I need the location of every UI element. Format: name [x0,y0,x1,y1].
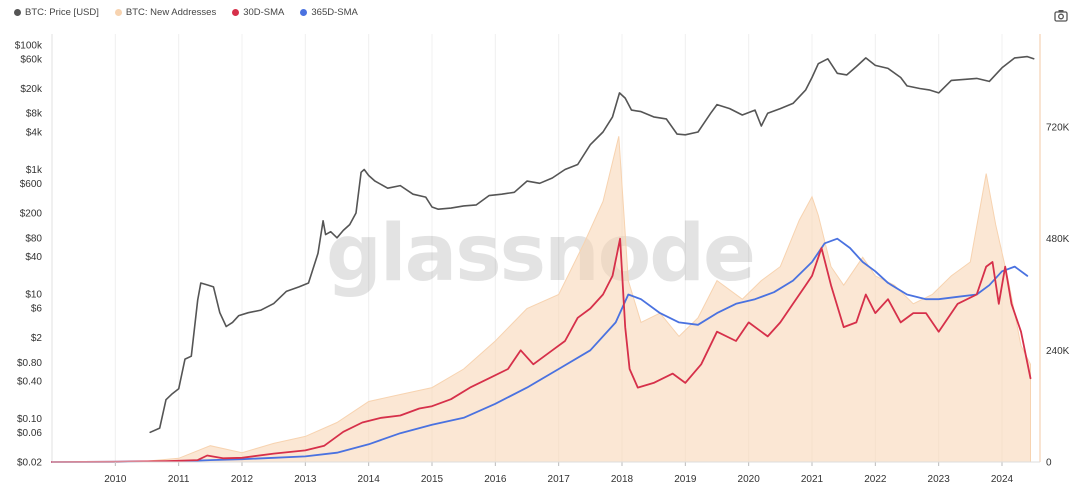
series-365d-sma-line [51,237,1029,463]
y-left-tick-label: $600 [20,179,43,190]
watermark-text: glassnode [326,209,754,299]
x-tick-label: 2018 [611,474,634,485]
y-left-tick-label: $2 [31,333,43,344]
y-right-tick-label: 480K [1046,234,1070,245]
x-tick-label: 2023 [928,474,951,485]
y-left-tick-label: $10 [25,289,42,300]
x-tick-label: 2016 [484,474,507,485]
legend-label-price: BTC: Price [USD] [25,7,99,18]
y-left-tick-label: $4k [26,127,43,138]
y-left-tick-label: $0.06 [17,428,42,439]
series-30d-sma-line [51,237,1032,463]
x-tick-label: 2024 [991,474,1014,485]
series-group [51,55,1035,463]
x-tick-label: 2011 [168,474,190,485]
camera-icon[interactable] [1054,9,1068,22]
y-left-tick-label: $200 [20,208,43,219]
x-tick-label: 2013 [294,474,317,485]
legend-item-30d-sma[interactable]: 30D-SMA [232,7,284,18]
y-left-tick-label: $0.40 [17,377,42,388]
x-tick-label: 2022 [864,474,887,485]
x-tick-label: 2012 [231,474,254,485]
x-tick-label: 2010 [104,474,127,485]
x-tick-label: 2020 [738,474,761,485]
legend-label-30d-sma: 30D-SMA [243,7,285,18]
legend-dot-new-addresses [114,9,122,16]
chart-legend: BTC: Price [USD] BTC: New Addresses 30D-… [14,7,358,18]
x-tick-label: 2017 [548,474,571,485]
y-left-tick-label: $8k [26,109,43,120]
x-tick-label: 2014 [358,474,381,485]
y-right-tick-label: 720K [1046,123,1070,134]
series-btc-new-addresses-area [51,136,1031,463]
y-left-tick-label: $20k [20,84,43,95]
legend-dot-30d-sma [232,9,240,16]
y-left-tick-label: $0.02 [17,458,42,469]
y-left-tick-label: $40 [25,252,42,263]
legend-label-new-addresses: BTC: New Addresses [125,7,217,18]
left-axis: $100k $60k $20k $8k $4k $1k $600 $200 $80 $40 $10 $… [15,40,43,468]
y-left-tick-label: $6 [31,303,43,314]
legend-item-price[interactable]: BTC: Price [USD] [14,7,99,18]
x-axis: 2010 2011 2012 2013 2014 2015 2016 2017 2018 2019… [52,461,1040,485]
y-right-tick-label: 0 [1046,458,1052,469]
y-left-tick-label: $0.10 [17,414,42,425]
y-left-tick-label: $1k [26,165,43,176]
y-left-tick-label: $80 [25,233,42,244]
x-tick-label: 2019 [674,474,697,485]
legend-dot-365d-sma [300,9,308,16]
y-left-tick-label: $60k [20,54,43,65]
y-right-tick-label: 240K [1046,346,1070,357]
legend-dot-price [14,9,21,16]
legend-item-365d-sma[interactable]: 365D-SMA [300,7,358,18]
right-axis: 720K 480K 240K 0 [1046,123,1070,469]
series-btc-price-usd-line [149,55,1035,434]
legend-label-365d-sma: 365D-SMA [311,7,358,18]
x-tick-label: 2015 [421,474,444,485]
x-tick-label: 2021 [801,474,824,485]
y-left-tick-label: $0.80 [17,358,42,369]
y-left-tick-label: $100k [15,40,43,51]
legend-item-new-addresses[interactable]: BTC: New Addresses [114,7,217,18]
